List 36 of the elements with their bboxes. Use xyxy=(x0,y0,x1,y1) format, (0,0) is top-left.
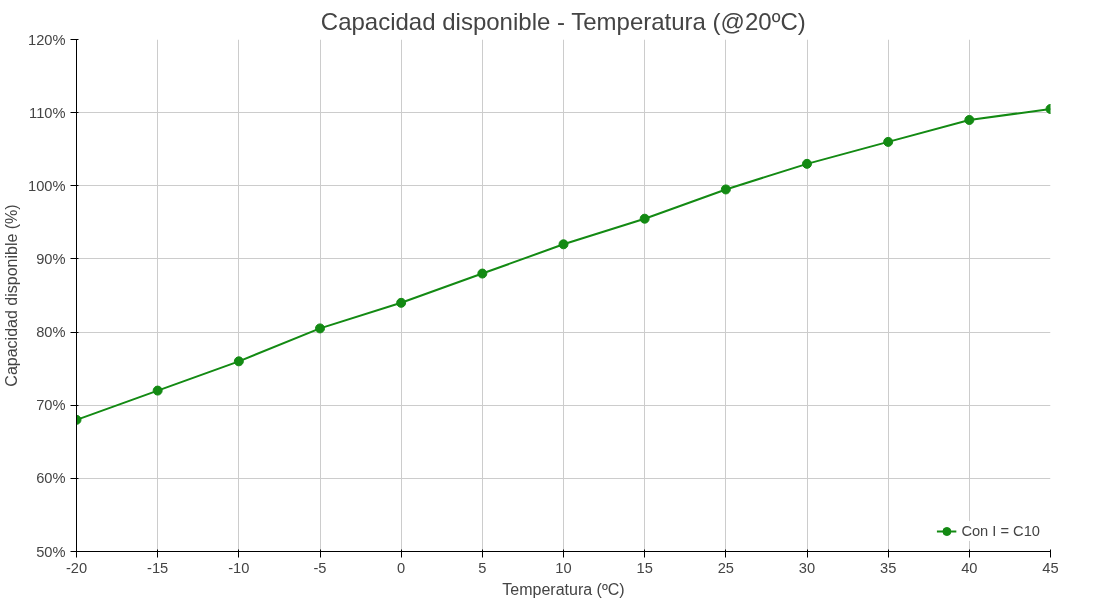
y-tick-label: 90% xyxy=(36,250,66,267)
x-tick-label: -15 xyxy=(147,559,169,576)
y-tick-label: 100% xyxy=(28,177,66,194)
y-tick-label: 50% xyxy=(36,543,66,560)
point xyxy=(883,136,894,147)
x-tick-label: -5 xyxy=(313,559,327,576)
point xyxy=(802,158,812,169)
x-tick-label: 15 xyxy=(636,559,653,576)
x-tick-label: 5 xyxy=(478,559,487,576)
x-axis-title: Temperatura (ºC) xyxy=(502,580,625,598)
x-tick-label: 0 xyxy=(397,559,406,576)
x-tick-label: 10 xyxy=(555,559,572,576)
point xyxy=(233,356,244,367)
y-tick-label: 80% xyxy=(36,324,66,341)
x-tick-label: 45 xyxy=(1042,559,1059,576)
y-tick-label: 110% xyxy=(29,104,66,121)
x-tick-label: 30 xyxy=(798,559,816,576)
point xyxy=(558,239,569,250)
chart-title: Capacidad disponible - Temperatura (@20ºC) xyxy=(320,7,806,35)
point xyxy=(477,268,488,279)
x-tick-label: 40 xyxy=(961,559,978,576)
y-axis-title: Capacidad disponible (%) xyxy=(3,204,21,387)
point xyxy=(964,114,975,125)
point xyxy=(396,297,407,308)
y-tick-label: 70% xyxy=(36,397,66,414)
point xyxy=(315,323,325,334)
y-tick-label: 60% xyxy=(36,470,66,487)
point xyxy=(639,213,650,224)
x-tick-label: 25 xyxy=(717,559,734,576)
x-tick-label: -20 xyxy=(65,559,88,576)
legend-label: Con I = C10 xyxy=(961,523,1040,539)
x-tick-label: -10 xyxy=(228,559,250,576)
point xyxy=(720,184,731,195)
y-tick-label: 120% xyxy=(28,31,66,48)
x-tick-label: 35 xyxy=(880,559,897,576)
point xyxy=(152,385,163,396)
